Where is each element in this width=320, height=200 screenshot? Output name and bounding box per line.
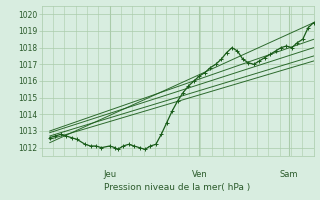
Text: Ven: Ven (191, 170, 207, 179)
Text: Sam: Sam (280, 170, 298, 179)
Text: Jeu: Jeu (103, 170, 116, 179)
Text: Pression niveau de la mer( hPa ): Pression niveau de la mer( hPa ) (104, 183, 251, 192)
